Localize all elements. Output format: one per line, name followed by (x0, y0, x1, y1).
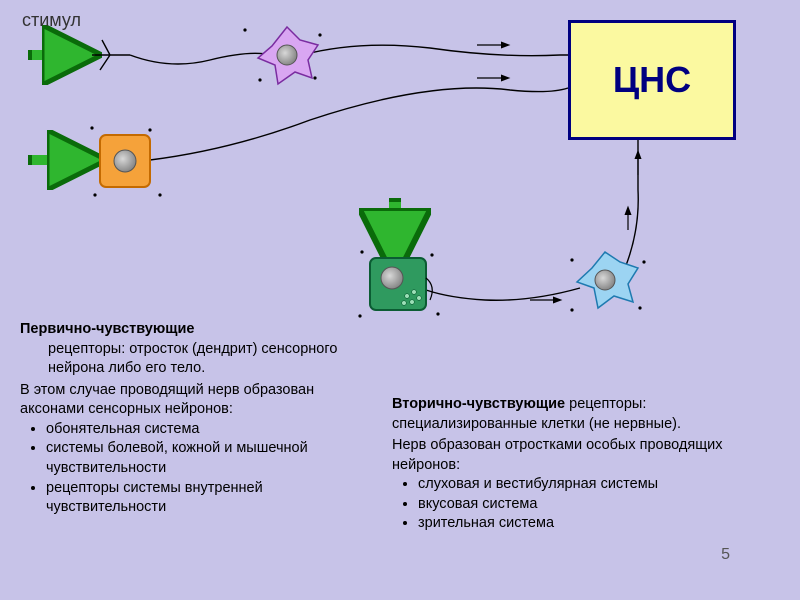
list-item: вкусовая система (418, 495, 777, 515)
secondary-list: слуховая и вестибулярная системы вкусова… (410, 475, 777, 534)
stimulus-arrows (28, 50, 401, 244)
list-item: системы болевой, кожной и мышечной чувст… (46, 439, 355, 478)
list-item: рецепторы системы внутренней чувствитель… (46, 479, 355, 518)
list-item: зрительная система (418, 514, 777, 534)
dots (90, 28, 645, 317)
primary-p2: В этом случае проводящий нерв образован … (20, 381, 355, 420)
neuron-blue (577, 252, 638, 308)
stimulus-label: стимул (22, 10, 81, 31)
cns-label: ЦНС (613, 59, 691, 101)
secondary-p2: Нерв образован отростками особых проводя… (392, 436, 777, 475)
primary-p1: рецепторы: отросток (дендрит) сенсорного… (48, 340, 355, 379)
secondary-receptors-text: Вторично-чувствующие рецепторы: специали… (392, 395, 777, 534)
list-item: обонятельная система (46, 420, 355, 440)
slide-number: 5 (721, 546, 730, 564)
receptor-orange (100, 135, 150, 187)
cns-box: ЦНС (568, 20, 736, 140)
secondary-title: Вторично-чувствующие (392, 396, 565, 412)
primary-list: обонятельная система системы болевой, ко… (38, 420, 355, 518)
primary-title: Первично-чувствующие (20, 321, 194, 337)
primary-receptors-text: Первично-чувствующие рецепторы: отросток… (20, 320, 355, 518)
receptor-green (370, 258, 432, 310)
nerve-paths (92, 40, 638, 300)
neuron-purple (258, 27, 318, 84)
list-item: слуховая и вестибулярная системы (418, 475, 777, 495)
